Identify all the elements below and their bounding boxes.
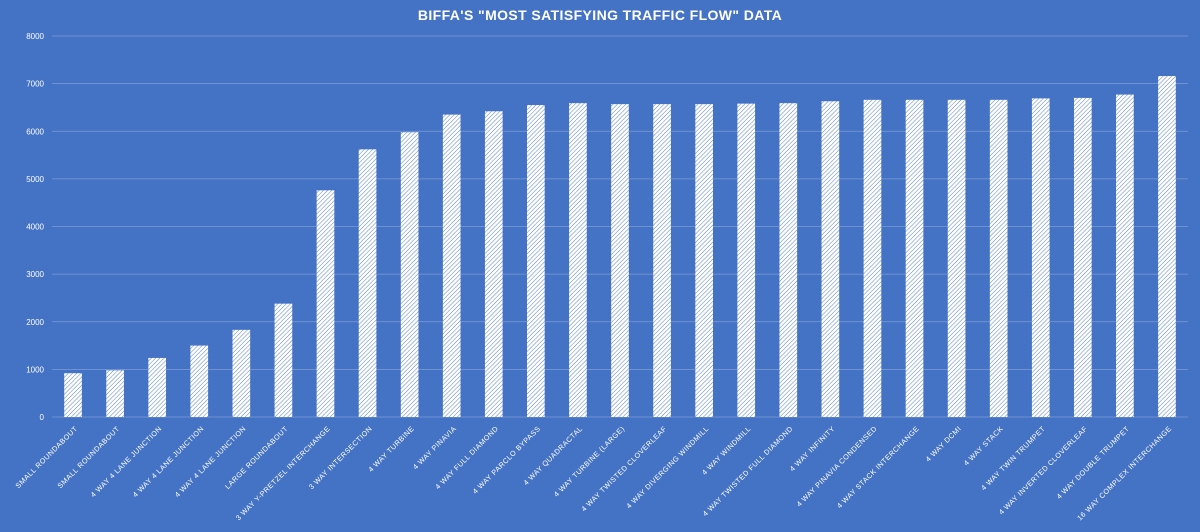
bar: [1158, 76, 1176, 417]
bar: [569, 103, 587, 418]
x-tick-label: 4 WAY PARCLO BYPASS: [471, 424, 543, 496]
bar: [695, 104, 713, 417]
x-tick-label: 4 WAY 4 LANE JUNCTION: [89, 424, 164, 499]
y-tick-label: 6000: [26, 127, 44, 136]
bar: [316, 190, 335, 417]
bar: [905, 99, 924, 417]
bar: [737, 103, 756, 417]
bar: [358, 149, 377, 417]
y-tick-label: 8000: [26, 32, 44, 41]
chart-title: BIFFA'S "MOST SATISFYING TRAFFIC FLOW" D…: [418, 7, 782, 23]
x-tick-label: 4 WAY TWISTED CLOVERLEAF: [579, 424, 668, 513]
y-tick-label: 5000: [26, 175, 44, 184]
x-tick-label: 4 WAY STACK: [962, 424, 1005, 467]
x-tick-label: 4 WAY DCMI: [924, 424, 963, 463]
bar: [106, 370, 124, 417]
y-tick-label: 3000: [26, 270, 44, 279]
y-axis: 0 1000 2000 3000 4000 5000 6000 7000 8000: [26, 32, 44, 422]
bar: [653, 104, 671, 417]
bar: [527, 105, 545, 418]
bar: [232, 329, 251, 417]
x-tick-label: 4 WAY DIVERGING WINDMILL: [624, 424, 710, 510]
bar: [1073, 97, 1092, 417]
y-tick-label: 7000: [26, 80, 44, 89]
x-tick-label: 16 WAY COMPLEX INTERCHANGE: [1075, 424, 1173, 522]
x-tick-label: 4 WAY INVERTED CLOVERLEAF: [997, 424, 1089, 516]
bar: [484, 111, 503, 417]
y-tick-label: 2000: [26, 318, 44, 327]
x-tick-label: 4 WAY TURBINE: [366, 424, 416, 474]
bar: [442, 114, 461, 418]
y-tick-label: 4000: [26, 223, 44, 232]
bar: [190, 345, 209, 417]
bar: [863, 99, 882, 417]
bar: [1031, 98, 1050, 418]
x-tick-label: 4 WAY DOUBLE TRUMPET: [1055, 424, 1132, 501]
bar: [821, 101, 840, 417]
x-tick-label: 4 WAY 4 LANE JUNCTION: [131, 424, 206, 499]
x-tick-label: 4 WAY 4 LANE JUNCTION: [173, 424, 248, 499]
bars: [64, 76, 1176, 418]
bar: [989, 99, 1008, 417]
x-tick-label: 4 WAY TWISTED FULL DIAMOND: [701, 424, 795, 518]
y-tick-label: 0: [40, 413, 45, 422]
x-tick-label: 4 WAY TURBINE (LARGE): [552, 424, 627, 499]
bar: [274, 303, 293, 417]
bar: [947, 99, 966, 417]
bar: [64, 373, 82, 417]
y-tick-label: 1000: [26, 365, 44, 374]
x-tick-label: 4 WAY STACK INTERCHANGE: [835, 424, 921, 510]
bar: [779, 103, 798, 418]
bar: [611, 104, 629, 417]
bar: [148, 357, 167, 417]
bar: [400, 132, 419, 417]
x-tick-label: 4 WAY PINAVIA CONDENSED: [795, 424, 879, 508]
x-tick-label: 4 WAY PINAVIA: [411, 424, 458, 471]
bar: [1116, 94, 1134, 418]
